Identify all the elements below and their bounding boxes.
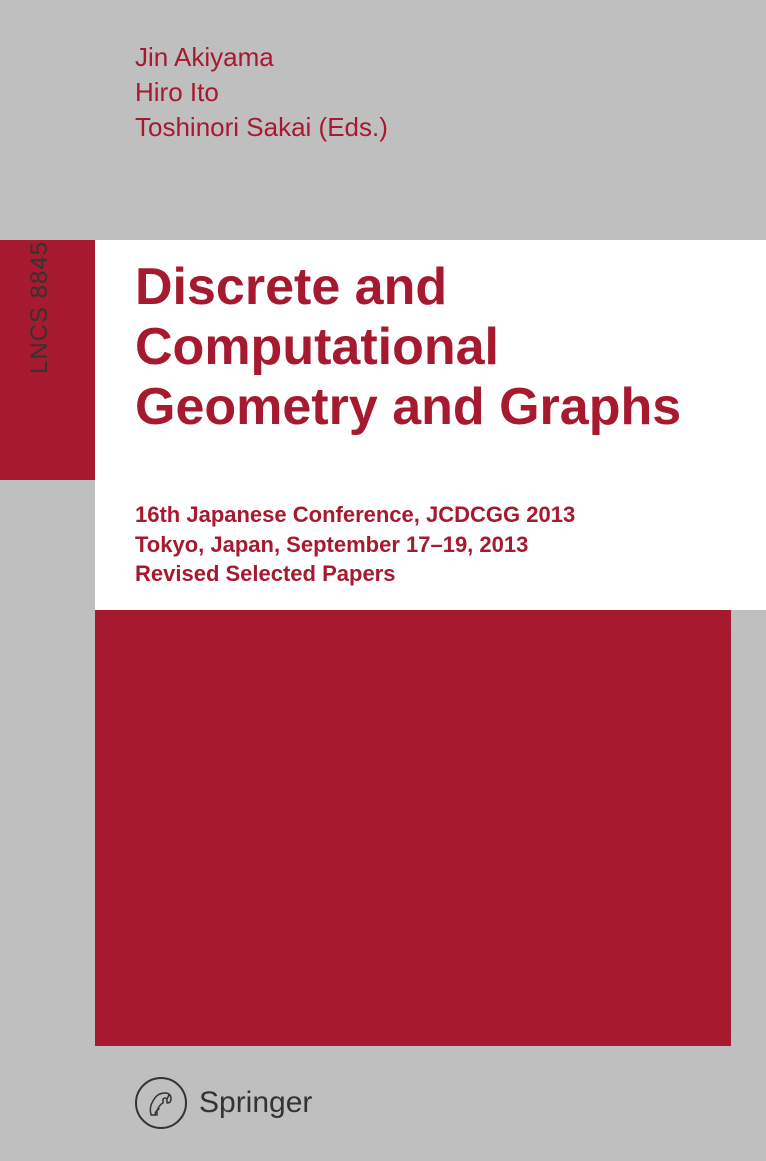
main-red-panel <box>95 610 731 1046</box>
publisher-name: Springer <box>199 1086 312 1120</box>
subtitle-block: 16th Japanese Conference, JCDCGG 2013 To… <box>135 500 575 589</box>
subtitle-line: Revised Selected Papers <box>135 559 575 589</box>
footer-band <box>0 1046 766 1161</box>
title-block: Discrete and Computational Geometry and … <box>135 258 681 437</box>
editors-suffix: (Eds.) <box>319 112 388 142</box>
title-line: Computational <box>135 318 681 378</box>
editor-name: Hiro Ito <box>135 75 388 110</box>
editor-name: Toshinori Sakai <box>135 112 311 142</box>
editor-name-with-suffix: Toshinori Sakai (Eds.) <box>135 110 388 145</box>
subtitle-line: Tokyo, Japan, September 17–19, 2013 <box>135 530 575 560</box>
springer-horse-icon <box>135 1077 187 1129</box>
series-label: LNCS 8845 <box>26 241 54 374</box>
editor-name: Jin Akiyama <box>135 40 388 75</box>
publisher-block: Springer <box>135 1077 312 1129</box>
editors-block: Jin Akiyama Hiro Ito Toshinori Sakai (Ed… <box>135 40 388 145</box>
grey-left-lower <box>0 480 95 1046</box>
title-line: Discrete and <box>135 258 681 318</box>
subtitle-line: 16th Japanese Conference, JCDCGG 2013 <box>135 500 575 530</box>
title-line: Geometry and Graphs <box>135 378 681 438</box>
